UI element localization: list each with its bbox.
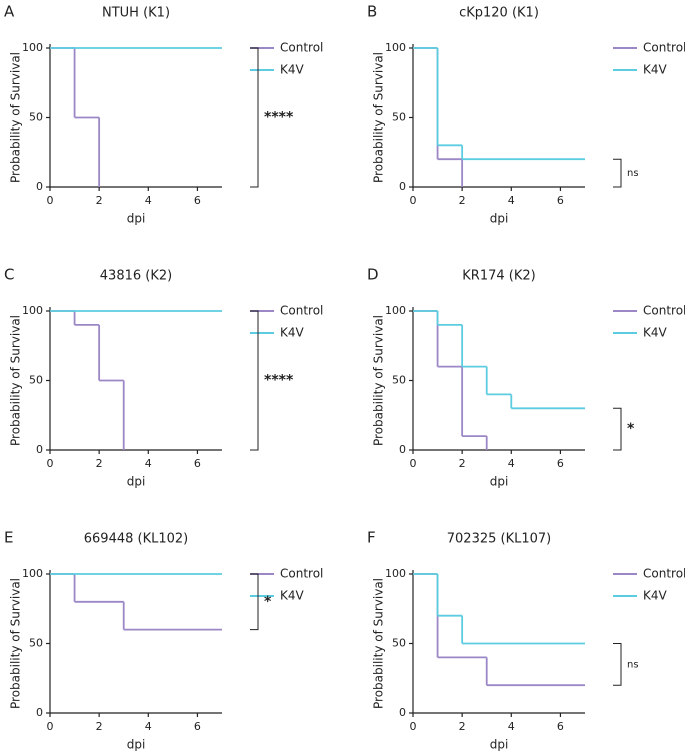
y-axis-label: Probability of Survival (9, 578, 23, 709)
x-axis-label: dpi (127, 475, 146, 489)
significance-bracket (250, 310, 259, 451)
chart-title: NTUH (K1) (102, 6, 170, 21)
x-tick-label: 6 (194, 457, 201, 470)
y-tick-label: 100 (22, 41, 43, 54)
x-tick-label: 0 (47, 457, 54, 470)
legend-label: Control (643, 567, 685, 581)
x-tick-label: 0 (47, 194, 54, 207)
x-tick-label: 6 (557, 457, 564, 470)
x-tick-label: 4 (508, 720, 515, 733)
x-tick-label: 6 (194, 720, 201, 733)
x-tick-label: 2 (96, 457, 103, 470)
panel-letter: E (4, 529, 13, 547)
x-tick-label: 0 (410, 194, 417, 207)
x-axis-label: dpi (490, 475, 509, 489)
x-tick-label: 6 (557, 720, 564, 733)
x-tick-label: 4 (145, 457, 152, 470)
x-tick-label: 0 (410, 720, 417, 733)
chart-title: cKp120 (K1) (459, 6, 539, 21)
significance-label: ns (627, 659, 639, 670)
y-axis-label: Probability of Survival (372, 315, 386, 446)
panel-letter: D (367, 266, 379, 284)
y-tick-label: 100 (385, 41, 406, 54)
x-axis-label: dpi (127, 212, 146, 226)
legend-label: K4V (280, 63, 305, 77)
y-axis-label: Probability of Survival (372, 578, 386, 709)
x-tick-label: 2 (96, 720, 103, 733)
legend-label: K4V (643, 326, 668, 340)
significance-label: ns (627, 168, 639, 179)
significance-label: * (264, 594, 272, 610)
x-tick-label: 4 (145, 194, 152, 207)
legend-label: Control (280, 41, 323, 55)
x-tick-label: 2 (459, 720, 466, 733)
y-tick-label: 0 (399, 706, 406, 719)
y-tick-label: 50 (29, 637, 43, 650)
panel-letter: C (4, 266, 14, 284)
legend-label: Control (643, 41, 685, 55)
significance-bracket (613, 407, 622, 451)
significance-bracket (250, 573, 259, 631)
y-tick-label: 100 (385, 567, 406, 580)
x-tick-label: 0 (410, 457, 417, 470)
legend-label: Control (280, 567, 323, 581)
x-axis-label: dpi (490, 212, 509, 226)
significance-label: **** (264, 110, 294, 126)
chart-title: 669448 (KL102) (84, 532, 188, 547)
y-tick-label: 100 (22, 304, 43, 317)
legend-label: K4V (643, 589, 668, 603)
y-tick-label: 0 (399, 180, 406, 193)
y-tick-label: 0 (399, 443, 406, 456)
x-tick-label: 0 (47, 720, 54, 733)
y-axis-label: Probability of Survival (9, 52, 23, 183)
y-tick-label: 100 (22, 567, 43, 580)
x-tick-label: 2 (96, 194, 103, 207)
chart-title: KR174 (K2) (462, 269, 535, 284)
x-axis-label: dpi (490, 738, 509, 752)
y-tick-label: 0 (36, 443, 43, 456)
x-tick-label: 4 (508, 457, 515, 470)
y-axis-label: Probability of Survival (9, 315, 23, 446)
y-tick-label: 0 (36, 706, 43, 719)
panel-letter: B (367, 3, 377, 21)
panel-letter: F (367, 529, 376, 547)
x-tick-label: 2 (459, 457, 466, 470)
significance-bracket (613, 158, 622, 188)
y-tick-label: 0 (36, 180, 43, 193)
y-tick-label: 50 (392, 637, 406, 650)
y-tick-label: 50 (29, 374, 43, 387)
x-tick-label: 6 (194, 194, 201, 207)
x-axis-label: dpi (127, 738, 146, 752)
significance-label: * (627, 421, 635, 437)
significance-bracket (613, 643, 622, 686)
x-tick-label: 4 (508, 194, 515, 207)
chart-title: 702325 (KL107) (447, 532, 551, 547)
y-axis-label: Probability of Survival (372, 52, 386, 183)
y-tick-label: 50 (392, 111, 406, 124)
y-tick-label: 100 (385, 304, 406, 317)
chart-title: 43816 (K2) (100, 269, 172, 284)
panel-letter: A (4, 3, 15, 21)
x-tick-label: 6 (557, 194, 564, 207)
x-tick-label: 4 (145, 720, 152, 733)
y-tick-label: 50 (392, 374, 406, 387)
legend-label: K4V (280, 589, 305, 603)
significance-bracket (250, 47, 259, 188)
legend-label: K4V (643, 63, 668, 77)
legend-label: Control (280, 304, 323, 318)
legend-label: K4V (280, 326, 305, 340)
legend-label: Control (643, 304, 685, 318)
x-tick-label: 2 (459, 194, 466, 207)
y-tick-label: 50 (29, 111, 43, 124)
significance-label: **** (264, 373, 294, 389)
